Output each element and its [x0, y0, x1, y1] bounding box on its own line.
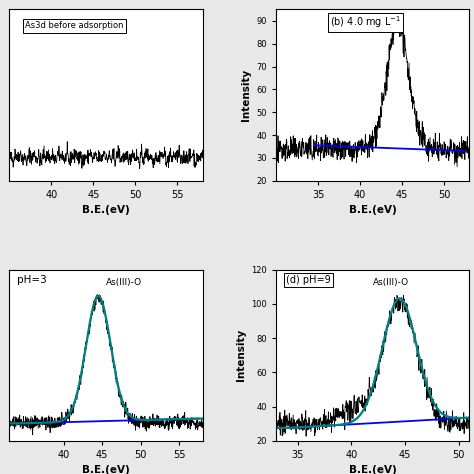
X-axis label: B.E.(eV): B.E.(eV): [349, 465, 397, 474]
Text: pH=3: pH=3: [17, 275, 47, 285]
Text: (d) pH=9: (d) pH=9: [286, 275, 330, 285]
X-axis label: B.E.(eV): B.E.(eV): [349, 205, 397, 215]
X-axis label: B.E.(eV): B.E.(eV): [82, 465, 130, 474]
Y-axis label: Intensity: Intensity: [241, 69, 251, 121]
Text: (b) 4.0 mg L$^{-1}$: (b) 4.0 mg L$^{-1}$: [330, 15, 401, 30]
Text: As(III)-O: As(III)-O: [373, 278, 409, 287]
Y-axis label: Intensity: Intensity: [236, 329, 246, 382]
Text: As(III)-O: As(III)-O: [106, 278, 142, 287]
Text: As3d before adsorption: As3d before adsorption: [25, 21, 123, 30]
X-axis label: B.E.(eV): B.E.(eV): [82, 205, 130, 215]
